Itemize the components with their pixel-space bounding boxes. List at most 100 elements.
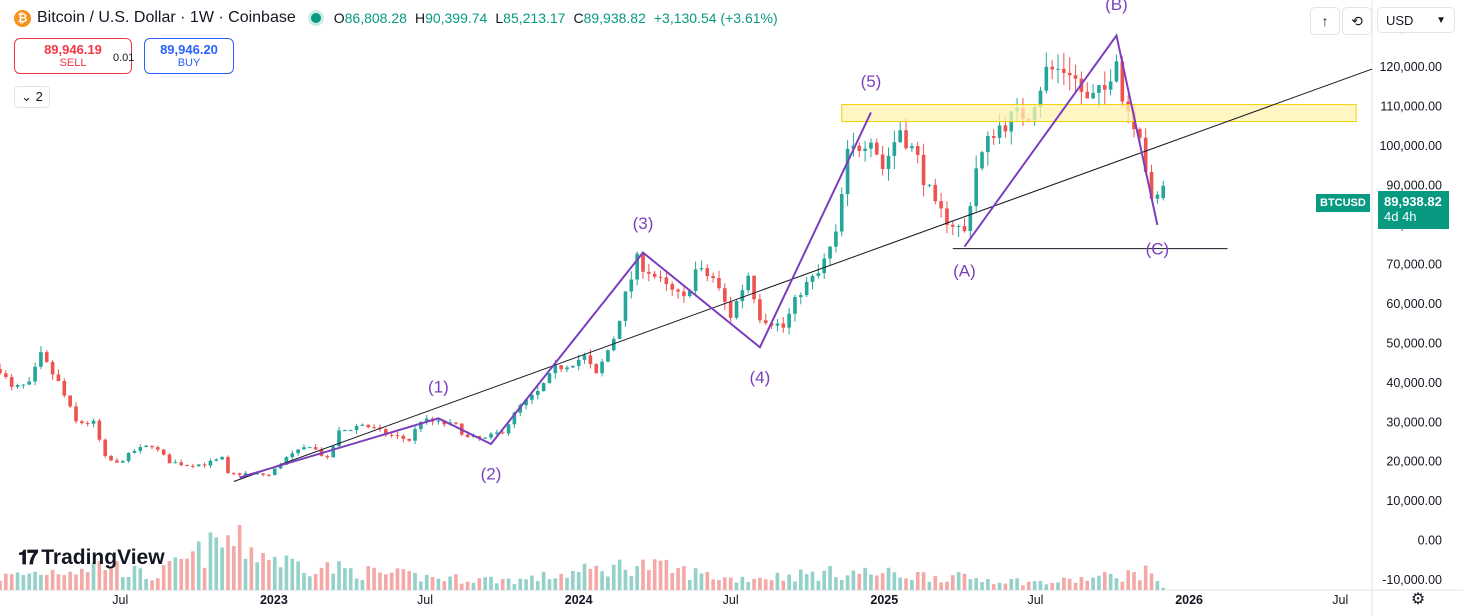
volume-bar	[407, 571, 411, 590]
volume-bar	[459, 583, 464, 590]
volume-bar	[1003, 583, 1008, 590]
candle-body	[156, 447, 160, 450]
volume-bar	[80, 568, 84, 590]
open-label: O	[333, 10, 345, 26]
candle-body	[489, 433, 493, 438]
price-tick-label: 70,000.00	[1386, 257, 1442, 271]
volume-bar	[91, 562, 96, 590]
candle-body	[822, 258, 827, 274]
candle-body	[483, 437, 487, 439]
volume-bar	[179, 558, 184, 590]
volume-bar	[226, 535, 230, 590]
candle-body	[904, 130, 908, 149]
candle-body	[781, 323, 786, 328]
wave-line	[239, 112, 872, 479]
volume-bar	[799, 569, 803, 590]
candle-body	[74, 406, 78, 422]
candle-body	[974, 168, 978, 207]
candle-body	[804, 281, 809, 296]
volume-bar	[249, 547, 254, 590]
arrow-up-icon[interactable]: ↑	[1310, 7, 1340, 35]
candle-body	[50, 361, 55, 375]
volume-bar	[237, 525, 242, 590]
candle-body	[1062, 68, 1066, 73]
time-tick-label: 2023	[260, 593, 288, 607]
price-tick-label: -10,000.00	[1382, 573, 1442, 587]
candle-body	[1149, 171, 1154, 199]
refresh-icon[interactable]: ⟲	[1342, 7, 1372, 35]
volume-bar	[863, 567, 867, 590]
volume-bar	[1138, 580, 1142, 590]
currency-select[interactable]: USD ▼	[1377, 7, 1455, 33]
gear-icon[interactable]: ⚙	[1410, 591, 1426, 608]
buy-button[interactable]: 89,946.20 BUY	[144, 38, 234, 74]
volume-bar	[711, 579, 715, 590]
volume-bar	[740, 576, 745, 590]
candle-body	[1120, 61, 1125, 102]
volume-bar	[413, 572, 417, 590]
volume-bar	[857, 573, 862, 590]
volume-bar	[845, 575, 850, 590]
volume-bar	[319, 567, 324, 590]
symbol-title[interactable]: Bitcoin / U.S. Dollar · 1W · Coinbase	[37, 9, 296, 26]
volume-bar	[208, 532, 213, 590]
volume-bar	[1009, 578, 1014, 590]
high-value: 90,399.74	[425, 10, 488, 26]
volume-bar	[156, 578, 160, 590]
volume-bar	[594, 565, 599, 590]
candle-body	[331, 446, 336, 458]
sell-label: SELL	[59, 57, 87, 69]
volume-bar	[746, 582, 751, 590]
sell-button[interactable]: 89,946.19 SELL	[14, 38, 132, 74]
volume-bar	[828, 565, 832, 590]
candle-body	[1044, 66, 1049, 91]
candle-body	[874, 142, 879, 155]
volume-bar	[74, 574, 78, 590]
candle-body	[956, 226, 961, 228]
volume-bar	[734, 582, 739, 590]
sell-price: 89,946.19	[44, 42, 102, 57]
candle-body	[325, 455, 330, 458]
volume-bar	[120, 577, 125, 590]
volume-bar	[810, 571, 815, 590]
candle-body	[85, 423, 90, 425]
volume-bar	[267, 560, 271, 590]
volume-bar	[232, 546, 236, 590]
candle-body	[296, 449, 300, 454]
candle-body	[793, 297, 797, 314]
volume-bar	[378, 572, 382, 590]
candle-body	[717, 277, 721, 289]
volume-bar	[647, 570, 651, 590]
candle-body	[1102, 85, 1107, 90]
volume-bar	[395, 568, 400, 590]
tradingview-logo[interactable]: 𝟏𝟕 TradingView	[18, 546, 165, 570]
candle-body	[389, 434, 394, 436]
candle-body	[863, 148, 867, 152]
candle-body	[313, 447, 318, 450]
volume-bar	[296, 561, 300, 590]
candle-body	[880, 154, 885, 169]
volume-bar	[886, 567, 891, 590]
currency-value: USD	[1386, 13, 1414, 28]
volume-bar	[781, 580, 786, 590]
volume-bar	[307, 576, 312, 590]
chart-header: ₿ Bitcoin / U.S. Dollar · 1W · Coinbase …	[0, 0, 1370, 40]
volume-bar	[138, 568, 143, 590]
candle-body	[600, 361, 604, 374]
volume-bar	[372, 567, 376, 590]
indicators-toggle[interactable]: ⌄ 2	[14, 86, 50, 108]
volume-bar	[699, 573, 704, 590]
candle-body	[1155, 194, 1160, 199]
candle-body	[857, 145, 862, 152]
volume-bar	[763, 579, 768, 590]
close-label: C	[573, 10, 584, 26]
candle-body	[723, 288, 727, 302]
volume-bar	[1038, 580, 1043, 590]
candle-body	[272, 468, 277, 475]
volume-bar	[103, 570, 108, 590]
candle-body	[372, 427, 376, 429]
candle-body	[91, 420, 96, 424]
market-status-dot	[307, 10, 324, 26]
volume-bar	[284, 555, 289, 590]
